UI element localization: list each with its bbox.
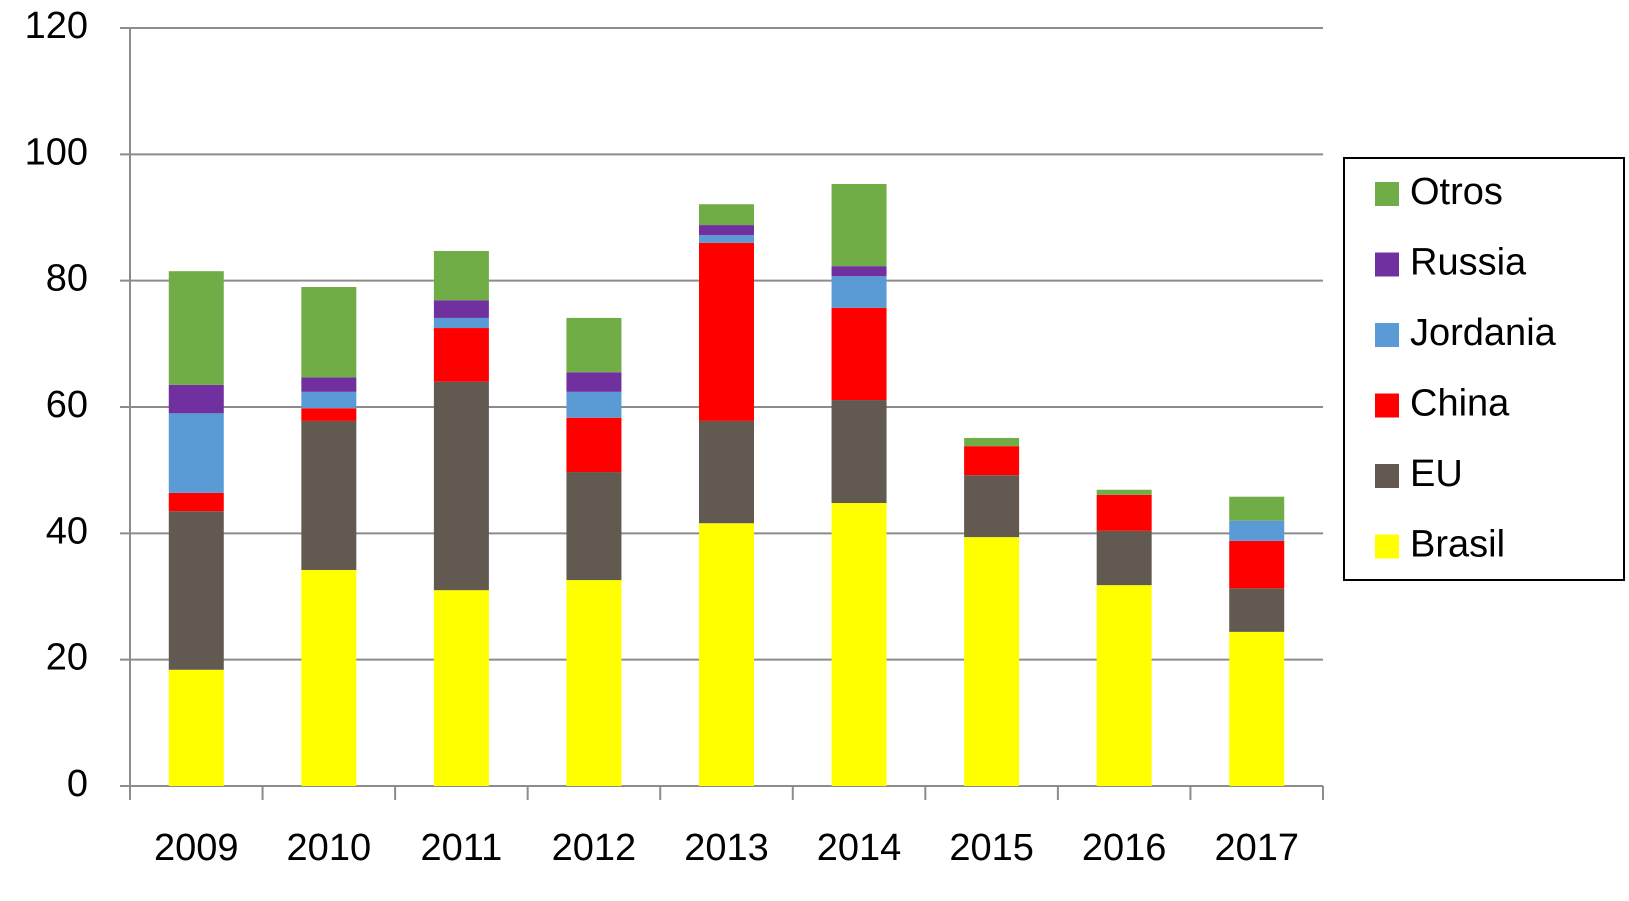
bar-segment — [301, 569, 357, 786]
y-tick-label: 60 — [46, 384, 88, 426]
bar-segment — [1229, 520, 1285, 541]
y-tick-label: 120 — [25, 5, 88, 47]
bar-segment — [964, 537, 1020, 786]
bar-segment — [1096, 530, 1152, 586]
bar-segment — [566, 391, 622, 418]
bar-segment — [168, 511, 224, 670]
x-tick-label: 2012 — [552, 827, 637, 869]
bar-segment — [699, 420, 754, 524]
x-tick-label: 2010 — [287, 827, 372, 869]
legend-label: China — [1410, 383, 1510, 425]
bar-segment — [831, 184, 887, 267]
bar-segment — [1096, 494, 1152, 531]
bar-segment — [433, 381, 489, 591]
bar-segment — [566, 317, 622, 373]
bar-segment — [831, 276, 887, 308]
bar-segment — [1229, 631, 1285, 786]
bar-segment — [566, 472, 622, 581]
x-tick-label: 2016 — [1082, 827, 1167, 869]
bar-segment — [831, 503, 887, 786]
legend-label: Russia — [1410, 242, 1527, 284]
bar-segment — [1229, 496, 1285, 521]
bar-segment — [566, 580, 622, 786]
bar-segment — [168, 492, 224, 512]
y-tick-label: 80 — [46, 258, 88, 300]
legend-swatch — [1375, 393, 1399, 418]
x-tick-label: 2015 — [949, 827, 1034, 869]
y-tick-label: 20 — [46, 637, 88, 679]
y-tick-label: 0 — [67, 763, 88, 805]
legend-label: EU — [1410, 453, 1463, 495]
legend-swatch — [1375, 534, 1399, 559]
bar-segment — [964, 437, 1020, 447]
legend-swatch — [1375, 182, 1399, 206]
bar-segment — [566, 372, 622, 392]
legend-swatch — [1375, 252, 1399, 277]
bar-segment — [964, 446, 1020, 476]
bar-segment — [301, 408, 357, 421]
bar-segment — [301, 391, 357, 409]
bar-segment — [831, 400, 887, 504]
bar-segment — [301, 286, 357, 378]
bar-segment — [301, 420, 357, 570]
bar-segment — [433, 300, 489, 318]
bar-segment — [964, 475, 1020, 538]
y-tick-label: 100 — [25, 131, 88, 173]
bar-segment — [831, 307, 887, 401]
bar-segment — [168, 271, 224, 385]
legend-label: Jordania — [1410, 312, 1557, 354]
bar-segment — [433, 328, 489, 382]
x-tick-label: 2017 — [1214, 827, 1299, 869]
bar-segment — [699, 242, 754, 421]
bar-segment — [1096, 489, 1152, 495]
bar-segment — [699, 235, 754, 243]
x-tick-label: 2011 — [421, 827, 503, 869]
bar-segment — [699, 225, 754, 236]
bar-segment — [168, 669, 224, 786]
legend-label: Otros — [1410, 171, 1503, 213]
x-tick-label: 2009 — [154, 827, 239, 869]
bar-segment — [566, 417, 622, 473]
legend-swatch — [1375, 464, 1399, 488]
legend-label: Brasil — [1410, 524, 1505, 566]
bar-segment — [433, 317, 489, 329]
legend-box — [1343, 157, 1625, 581]
y-tick-label: 40 — [46, 510, 88, 552]
bar-segment — [699, 523, 754, 786]
bar-segment — [168, 413, 224, 493]
bar-segment — [168, 384, 224, 414]
x-tick-label: 2013 — [684, 827, 769, 869]
bar-segment — [699, 204, 754, 226]
bar-segment — [433, 590, 489, 786]
legend-swatch — [1375, 323, 1399, 347]
bar-segment — [1229, 540, 1285, 589]
bar-segment — [433, 250, 489, 301]
x-tick-label: 2014 — [817, 827, 902, 869]
bar-segment — [831, 266, 887, 277]
bar-segment — [1229, 588, 1285, 632]
bar-segment — [301, 377, 357, 392]
bar-segment — [1096, 585, 1152, 786]
